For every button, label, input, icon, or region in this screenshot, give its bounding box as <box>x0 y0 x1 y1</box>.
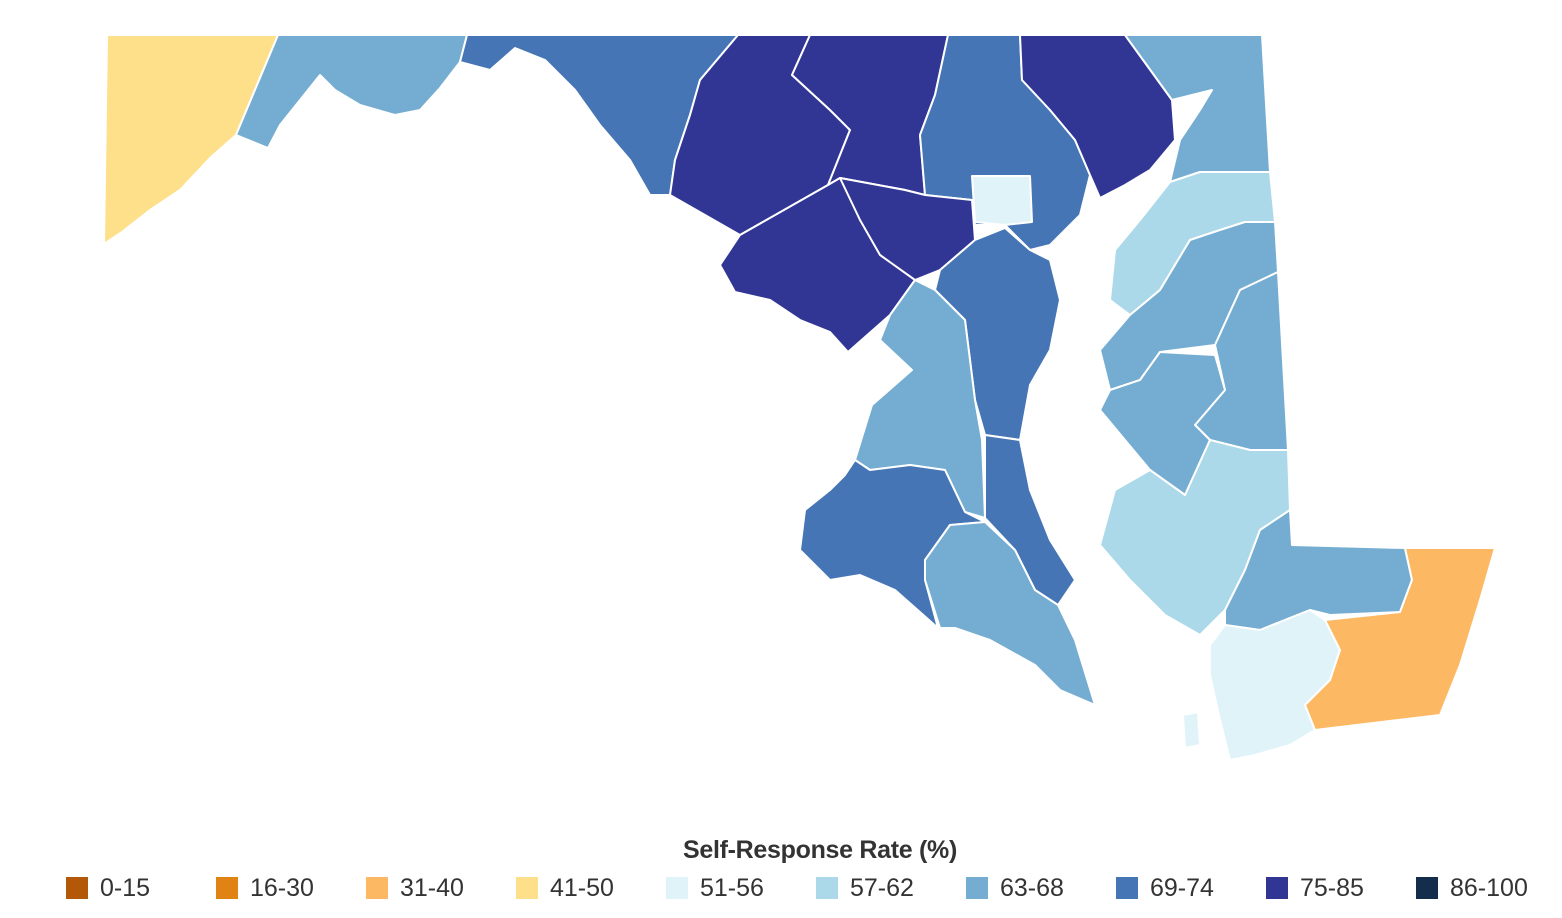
legend-item: 75-85 <box>1266 874 1364 902</box>
legend-label: 75-85 <box>1300 873 1364 902</box>
county-dorchester[interactable] <box>1099 439 1291 636</box>
legend-label: 31-40 <box>400 873 464 902</box>
legend-swatch <box>516 877 538 899</box>
legend-swatch <box>816 877 838 899</box>
legend-item: 57-62 <box>816 874 914 902</box>
legend-label: 63-68 <box>1000 873 1064 902</box>
legend-swatch <box>666 877 688 899</box>
legend-label: 16-30 <box>250 873 314 902</box>
county-st-marys[interactable] <box>924 521 1096 706</box>
county-allegany[interactable] <box>235 34 468 149</box>
legend-item: 0-15 <box>66 874 150 902</box>
maryland-choropleth-map <box>103 34 1496 761</box>
legend-item: 63-68 <box>966 874 1064 902</box>
county-baltimore-city[interactable] <box>971 175 1033 226</box>
county-somerset-island[interactable] <box>1182 711 1201 749</box>
legend-swatch <box>966 877 988 899</box>
legend-swatch <box>366 877 388 899</box>
legend-swatch <box>1266 877 1288 899</box>
legend: Self-Response Rate (%) 0-15 16-30 31-40 41-… <box>0 830 1562 918</box>
legend-label: 0-15 <box>100 873 151 902</box>
county-cecil[interactable] <box>1124 34 1271 183</box>
legend-title: Self-Response Rate (%) <box>682 836 957 864</box>
legend-item: 16-30 <box>216 874 314 902</box>
legend-swatch <box>1116 877 1138 899</box>
county-calvert[interactable] <box>984 434 1076 606</box>
legend-swatch <box>1416 877 1438 899</box>
legend-item: 51-56 <box>666 874 764 902</box>
legend-label: 51-56 <box>700 873 764 902</box>
legend-label: 86-100 <box>1450 873 1528 902</box>
legend-item: 69-74 <box>1116 874 1214 902</box>
legend-label: 41-50 <box>550 873 614 902</box>
legend-label: 57-62 <box>850 873 914 902</box>
legend-item: 86-100 <box>1416 874 1528 902</box>
county-somerset[interactable] <box>1209 609 1341 761</box>
legend-label: 69-74 <box>1150 873 1214 902</box>
legend-swatch <box>216 877 238 899</box>
county-worcester[interactable] <box>1304 547 1496 731</box>
legend-swatch <box>66 877 88 899</box>
legend-item: 41-50 <box>516 874 614 902</box>
legend-item: 31-40 <box>366 874 464 902</box>
